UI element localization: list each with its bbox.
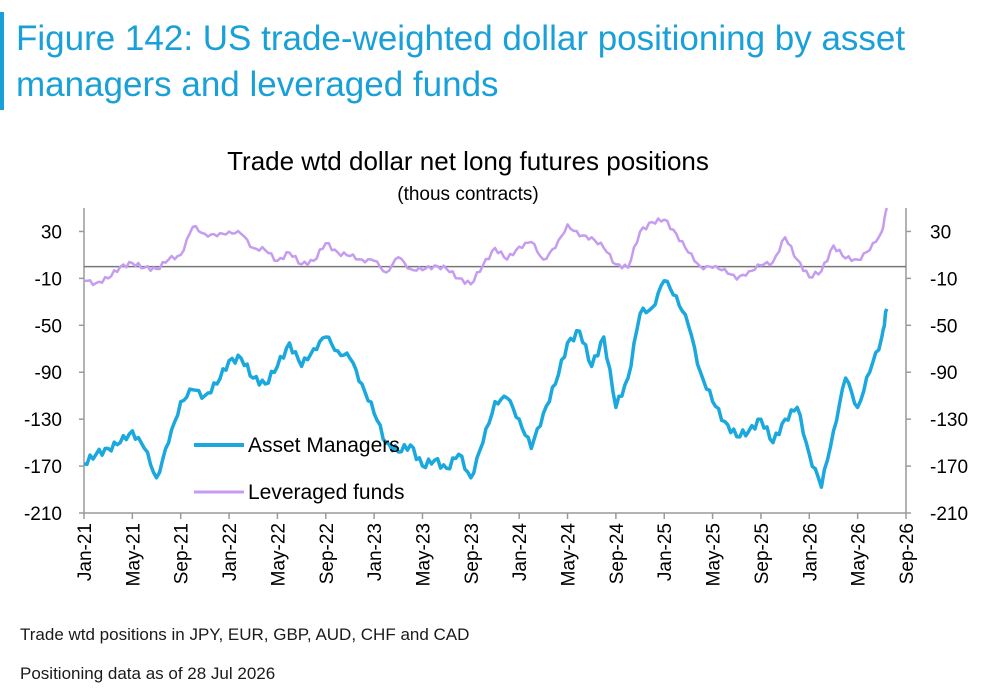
y-tick-label-right: -130: [930, 410, 968, 431]
chart-subtitle: (thous contracts): [397, 184, 539, 205]
x-tick-label: May-25: [704, 523, 725, 586]
y-tick-label: -50: [35, 316, 62, 337]
right-y-axis-ticks: 30 -10 -50 -90 -130 -170 -210: [906, 222, 968, 525]
x-tick-label: May-26: [849, 523, 870, 586]
footnote-date: Positioning data as of 28 Jul 2026: [20, 664, 276, 683]
x-tick-label: Jan-24: [510, 523, 531, 582]
series-line-asset-managers: [83, 278, 889, 489]
x-tick-label: Jan-21: [75, 523, 96, 581]
y-tick-label-right: -210: [930, 504, 968, 525]
y-tick-label-right: -90: [930, 363, 957, 384]
y-tick-label: -90: [35, 363, 62, 384]
legend-label-asset-managers: Asset Managers: [248, 434, 400, 457]
x-tick-label: Jan-25: [655, 523, 676, 581]
series-lines: [83, 207, 889, 489]
y-tick-label-right: -50: [930, 316, 957, 337]
legend: Asset Managers Leveraged funds: [194, 434, 404, 504]
y-tick-label: -10: [35, 269, 62, 290]
x-tick-label: Sep-22: [317, 523, 338, 584]
x-tick-label: Sep-21: [172, 523, 193, 584]
y-tick-label: -130: [24, 410, 62, 431]
legend-label-leveraged-funds: Leveraged funds: [248, 481, 404, 504]
series-line-leveraged-funds: [83, 207, 889, 287]
axes: [83, 208, 907, 514]
x-tick-label: May-22: [268, 523, 289, 586]
y-tick-label-right: -170: [930, 457, 968, 478]
y-tick-label: -210: [24, 504, 62, 525]
x-tick-label: May-21: [123, 523, 144, 586]
footnote-positions: Trade wtd positions in JPY, EUR, GBP, AU…: [20, 625, 470, 644]
x-tick-label: Sep-26: [897, 523, 918, 584]
left-y-axis-ticks: 30 -10 -50 -90 -130 -170 -210: [24, 222, 84, 525]
x-tick-label: Jan-22: [220, 523, 241, 581]
figure-title: Figure 142: US trade-weighted dollar pos…: [16, 19, 906, 104]
x-tick-label: Jan-23: [365, 523, 386, 581]
x-axis-ticks: Jan-21 May-21 Sep-21 Jan-22 May-22 Sep-22 Jan-…: [75, 513, 918, 586]
title-accent-bar: [0, 12, 4, 110]
chart-title: Trade wtd dollar net long futures positi…: [227, 146, 709, 176]
x-tick-label: Jan-26: [800, 523, 821, 581]
x-tick-label: Sep-25: [752, 523, 773, 584]
y-tick-label: -170: [24, 457, 62, 478]
x-tick-label: May-23: [413, 523, 434, 586]
y-tick-label: 30: [41, 222, 62, 243]
x-tick-label: May-24: [559, 523, 580, 587]
x-tick-label: Sep-23: [462, 523, 483, 584]
x-tick-label: Sep-24: [607, 523, 628, 585]
y-tick-label-right: -10: [930, 269, 957, 290]
y-tick-label-right: 30: [930, 222, 951, 243]
